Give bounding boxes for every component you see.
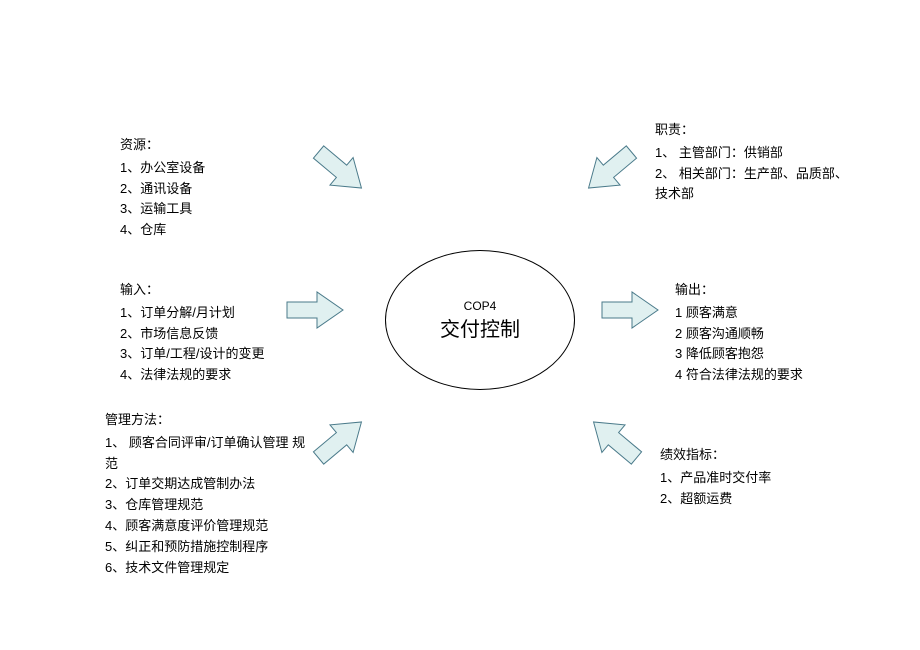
- metrics-item: 2、超额运费: [660, 489, 771, 510]
- inputs-item: 3、订单/工程/设计的变更: [120, 344, 264, 365]
- center-sub: COP4: [464, 299, 497, 313]
- methods-item: 6、技术文件管理规定: [105, 558, 315, 579]
- resources-title: 资源：: [120, 135, 205, 156]
- metrics-item: 1、产品准时交付率: [660, 468, 771, 489]
- outputs-item: 4 符合法律法规的要求: [675, 365, 803, 386]
- responsibilities-item: 2、 相关部门：生产部、品质部、技术部: [655, 164, 855, 206]
- resources-item: 1、办公室设备: [120, 158, 205, 179]
- block-methods: 管理方法： 1、 顾客合同评审/订单确认管理 规范 2、订单交期达成管制办法 3…: [105, 410, 315, 578]
- inputs-item: 1、订单分解/月计划: [120, 303, 264, 324]
- methods-item: 1、 顾客合同评审/订单确认管理 规范: [105, 433, 315, 475]
- arrow-icon: [600, 290, 660, 333]
- metrics-title: 绩效指标：: [660, 445, 771, 466]
- arrow-icon: [572, 133, 646, 205]
- arrow-icon: [579, 403, 653, 475]
- methods-item: 3、仓库管理规范: [105, 495, 315, 516]
- center-node: COP4 交付控制: [385, 250, 575, 390]
- block-metrics: 绩效指标： 1、产品准时交付率 2、超额运费: [660, 445, 771, 509]
- arrow-icon: [302, 135, 376, 207]
- outputs-title: 输出：: [675, 280, 803, 301]
- methods-item: 4、顾客满意度评价管理规范: [105, 516, 315, 537]
- methods-title: 管理方法：: [105, 410, 315, 431]
- arrow-icon: [304, 405, 378, 477]
- methods-item: 5、纠正和预防措施控制程序: [105, 537, 315, 558]
- resources-item: 2、通讯设备: [120, 179, 205, 200]
- block-outputs: 输出： 1 顾客满意 2 顾客沟通顺畅 3 降低顾客抱怨 4 符合法律法规的要求: [675, 280, 803, 386]
- resources-item: 4、仓库: [120, 220, 205, 241]
- inputs-item: 2、市场信息反馈: [120, 324, 264, 345]
- arrow-icon: [285, 290, 345, 333]
- outputs-item: 1 顾客满意: [675, 303, 803, 324]
- block-inputs: 输入： 1、订单分解/月计划 2、市场信息反馈 3、订单/工程/设计的变更 4、…: [120, 280, 264, 386]
- outputs-item: 2 顾客沟通顺畅: [675, 324, 803, 345]
- inputs-item: 4、法律法规的要求: [120, 365, 264, 386]
- block-responsibilities: 职责： 1、 主管部门：供销部 2、 相关部门：生产部、品质部、技术部: [655, 120, 855, 205]
- outputs-item: 3 降低顾客抱怨: [675, 344, 803, 365]
- inputs-title: 输入：: [120, 280, 264, 301]
- responsibilities-item: 1、 主管部门：供销部: [655, 143, 855, 164]
- responsibilities-title: 职责：: [655, 120, 855, 141]
- methods-item: 2、订单交期达成管制办法: [105, 474, 315, 495]
- resources-item: 3、运输工具: [120, 199, 205, 220]
- block-resources: 资源： 1、办公室设备 2、通讯设备 3、运输工具 4、仓库: [120, 135, 205, 241]
- center-main: 交付控制: [440, 313, 520, 342]
